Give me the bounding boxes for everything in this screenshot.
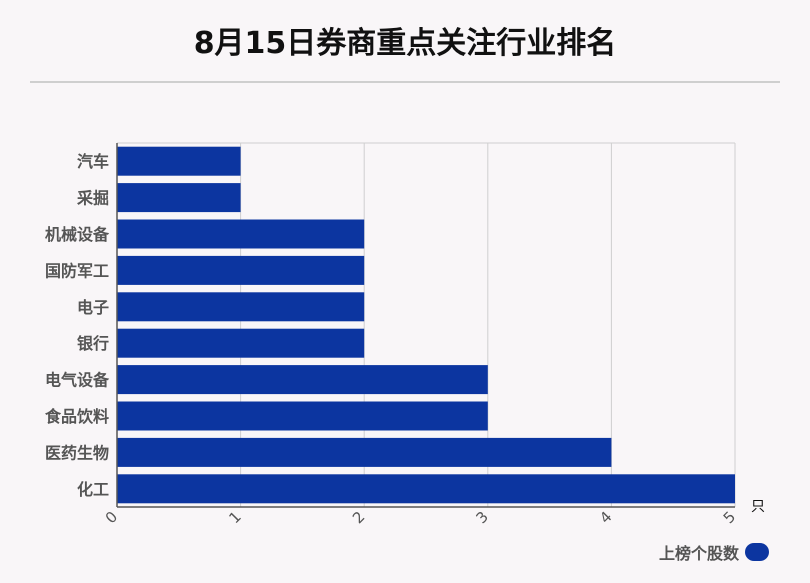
title-divider bbox=[30, 81, 780, 83]
category-label-8: 医药生物 bbox=[45, 443, 109, 462]
x-unit-label: 只 bbox=[751, 499, 765, 515]
category-label-1: 采掘 bbox=[76, 189, 109, 208]
x-tick-label-3: 3 bbox=[473, 508, 492, 527]
bar-4[interactable] bbox=[117, 292, 365, 322]
category-label-5: 银行 bbox=[77, 334, 109, 353]
x-tick-label-0: 0 bbox=[102, 508, 121, 527]
category-label-6: 电气设备 bbox=[45, 371, 110, 390]
bar-6[interactable] bbox=[117, 365, 488, 395]
legend-label: 上榜个股数 bbox=[658, 544, 739, 563]
category-label-0: 汽车 bbox=[77, 152, 109, 171]
x-tick-label-2: 2 bbox=[349, 508, 368, 527]
category-label-9: 化工 bbox=[77, 480, 109, 499]
legend[interactable]: 上榜个股数 bbox=[659, 540, 769, 564]
category-label-3: 国防军工 bbox=[45, 261, 109, 280]
bar-2[interactable] bbox=[117, 219, 365, 249]
category-label-2: 机械设备 bbox=[45, 225, 110, 244]
category-label-4: 电子 bbox=[77, 298, 109, 317]
bar-9[interactable] bbox=[117, 474, 735, 504]
bar-1[interactable] bbox=[117, 183, 241, 213]
bar-8[interactable] bbox=[117, 437, 612, 467]
bar-3[interactable] bbox=[117, 255, 365, 285]
x-tick-label-1: 1 bbox=[225, 508, 244, 527]
x-tick-label-5: 5 bbox=[720, 508, 739, 527]
chart-title: 8月15日券商重点关注行业排名 bbox=[193, 26, 617, 61]
x-tick-label-4: 4 bbox=[596, 508, 615, 527]
legend-swatch bbox=[745, 543, 769, 561]
bar-7[interactable] bbox=[117, 401, 488, 431]
category-label-7: 食品饮料 bbox=[44, 407, 109, 426]
bar-5[interactable] bbox=[117, 328, 365, 358]
bar-0[interactable] bbox=[117, 146, 241, 176]
